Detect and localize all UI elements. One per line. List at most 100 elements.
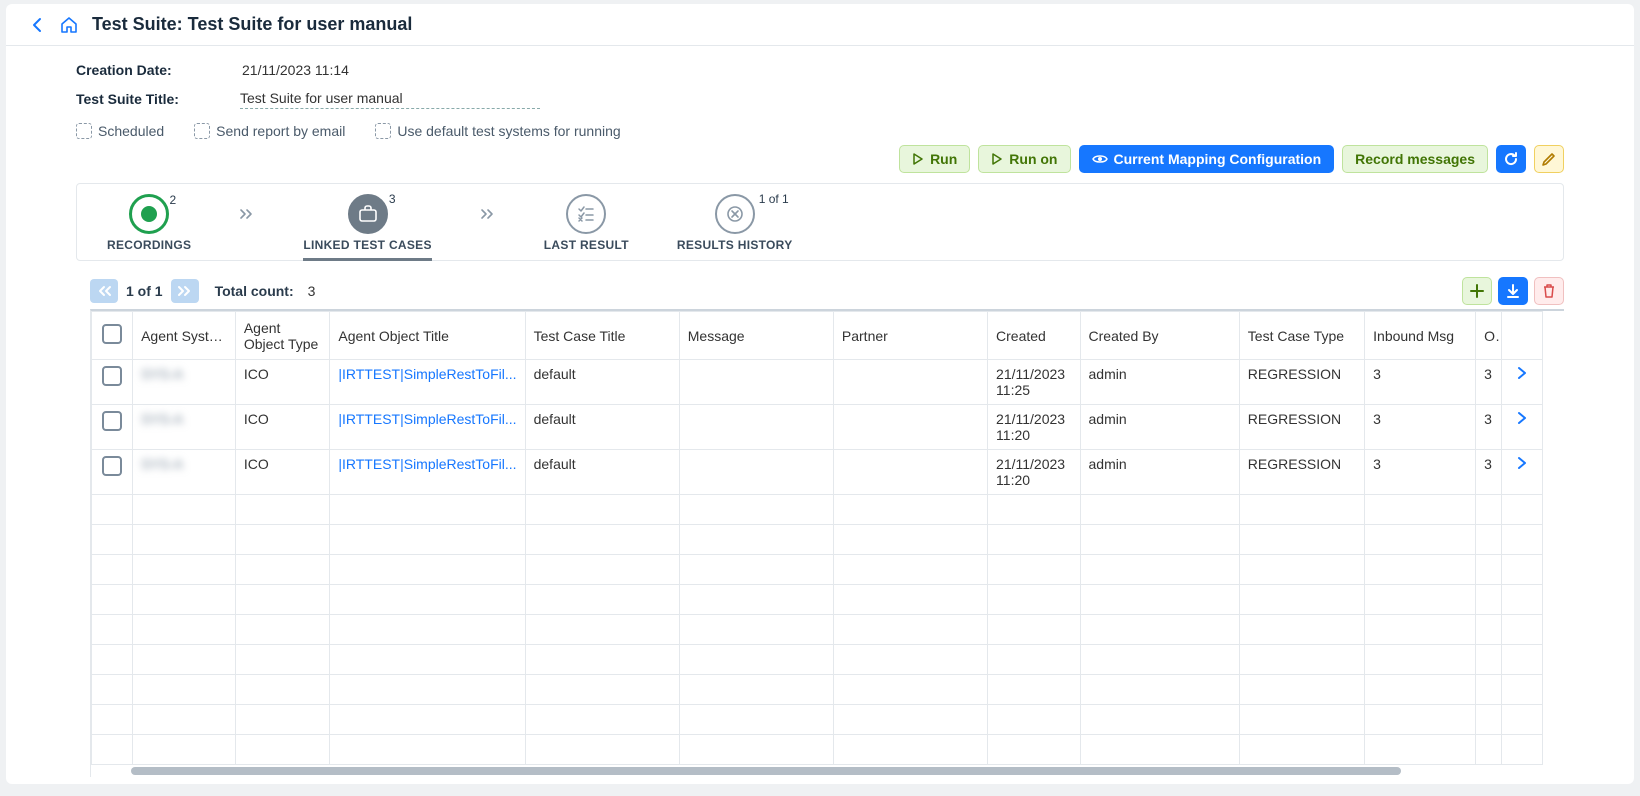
action-bar: Run Run on Current Mapping Configuration… xyxy=(6,145,1634,183)
cell-message xyxy=(679,405,833,450)
cell-agent-system: SYS-A xyxy=(133,450,236,495)
run-on-button[interactable]: Run on xyxy=(978,145,1070,173)
cell-inbound-msg: 3 xyxy=(1365,360,1476,405)
scrollbar-thumb[interactable] xyxy=(131,767,1401,775)
col-agent-object-type[interactable]: Agent Object Type xyxy=(235,312,330,360)
play-icon xyxy=(991,153,1003,165)
table-empty-row xyxy=(92,705,1543,735)
row-checkbox[interactable] xyxy=(102,411,122,431)
options-row: Scheduled Send report by email Use defau… xyxy=(76,123,1564,139)
tab-last-result-label: LAST RESULT xyxy=(544,238,629,252)
tab-last-result[interactable]: LAST RESULT xyxy=(544,194,629,258)
suite-title-input[interactable] xyxy=(240,88,540,109)
checklist-circle-icon xyxy=(566,194,606,234)
pencil-icon xyxy=(1541,151,1557,167)
data-grid: Agent System Agent Object Type Agent Obj… xyxy=(90,309,1564,777)
edit-button[interactable] xyxy=(1534,145,1564,173)
x-circle-icon xyxy=(726,205,744,223)
cell-created: 21/11/2023 11:20 xyxy=(988,405,1080,450)
horizontal-scrollbar[interactable] xyxy=(91,765,1564,777)
col-message[interactable]: Message xyxy=(679,312,833,360)
tab-separator xyxy=(480,194,496,234)
opt-send-report[interactable]: Send report by email xyxy=(194,123,345,139)
run-on-button-label: Run on xyxy=(1009,151,1057,167)
col-outbound[interactable]: O xyxy=(1476,312,1502,360)
col-inbound-msg[interactable]: Inbound Msg xyxy=(1365,312,1476,360)
opt-use-default[interactable]: Use default test systems for running xyxy=(375,123,620,139)
col-agent-object-title[interactable]: Agent Object Title xyxy=(330,312,525,360)
table-row[interactable]: SYS-AICO|IRTTEST|SimpleRestToFil...defau… xyxy=(92,360,1543,405)
creation-date-value: 21/11/2023 11:14 xyxy=(242,62,349,78)
col-created[interactable]: Created xyxy=(988,312,1080,360)
cell-created: 21/11/2023 11:25 xyxy=(988,360,1080,405)
mapping-button-label: Current Mapping Configuration xyxy=(1114,151,1322,167)
tab-linked-test-cases[interactable]: 3 LINKED TEST CASES xyxy=(303,194,431,261)
col-partner[interactable]: Partner xyxy=(833,312,987,360)
table-row[interactable]: SYS-AICO|IRTTEST|SimpleRestToFil...defau… xyxy=(92,450,1543,495)
col-checkbox xyxy=(92,312,133,360)
suite-title-label: Test Suite Title: xyxy=(76,91,216,107)
home-icon[interactable] xyxy=(60,16,78,34)
run-button[interactable]: Run xyxy=(899,145,970,173)
table-empty-row xyxy=(92,585,1543,615)
cell-created-by: admin xyxy=(1080,405,1239,450)
record-button-label: Record messages xyxy=(1355,151,1475,167)
pager-prev[interactable] xyxy=(90,279,118,303)
cell-created-by: admin xyxy=(1080,450,1239,495)
cell-agent-object-title[interactable]: |IRTTEST|SimpleRestToFil... xyxy=(330,450,525,495)
refresh-button[interactable] xyxy=(1496,145,1526,173)
checklist-icon xyxy=(576,205,596,223)
trash-icon xyxy=(1542,284,1556,298)
table-empty-row xyxy=(92,645,1543,675)
row-checkbox[interactable] xyxy=(102,366,122,386)
opt-scheduled-label: Scheduled xyxy=(98,123,164,139)
page-header: Test Suite: Test Suite for user manual xyxy=(6,4,1634,46)
double-chevron-icon xyxy=(239,208,255,220)
download-button[interactable] xyxy=(1498,277,1528,305)
total-count-label: Total count: xyxy=(215,283,294,299)
cell-agent-object-type: ICO xyxy=(235,405,330,450)
cancel-circle-icon: 1 of 1 xyxy=(715,194,755,234)
history-badge: 1 of 1 xyxy=(759,192,789,206)
expand-row[interactable] xyxy=(1501,450,1542,495)
col-created-by[interactable]: Created By xyxy=(1080,312,1239,360)
table-section: 1 of 1 Total count: 3 xyxy=(90,277,1564,784)
cell-agent-object-title[interactable]: |IRTTEST|SimpleRestToFil... xyxy=(330,405,525,450)
checkbox-icon xyxy=(194,123,210,139)
tab-results-history[interactable]: 1 of 1 RESULTS HISTORY xyxy=(677,194,793,258)
opt-use-default-label: Use default test systems for running xyxy=(397,123,620,139)
expand-row[interactable] xyxy=(1501,405,1542,450)
tab-linked-label: LINKED TEST CASES xyxy=(303,238,431,252)
cell-test-case-type: REGRESSION xyxy=(1239,360,1364,405)
mapping-button[interactable]: Current Mapping Configuration xyxy=(1079,145,1335,173)
cell-agent-object-title[interactable]: |IRTTEST|SimpleRestToFil... xyxy=(330,360,525,405)
pager-next[interactable] xyxy=(171,279,199,303)
row-checkbox[interactable] xyxy=(102,456,122,476)
app-container: Test Suite: Test Suite for user manual C… xyxy=(6,4,1634,784)
col-test-case-title[interactable]: Test Case Title xyxy=(525,312,679,360)
table-row[interactable]: SYS-AICO|IRTTEST|SimpleRestToFil...defau… xyxy=(92,405,1543,450)
cell-agent-object-type: ICO xyxy=(235,450,330,495)
back-icon[interactable] xyxy=(30,17,46,33)
cell-partner xyxy=(833,450,987,495)
delete-button[interactable] xyxy=(1534,277,1564,305)
cell-message xyxy=(679,360,833,405)
tab-recordings-label: RECORDINGS xyxy=(107,238,191,252)
opt-scheduled[interactable]: Scheduled xyxy=(76,123,164,139)
add-button[interactable] xyxy=(1462,277,1492,305)
cell-test-case-type: REGRESSION xyxy=(1239,450,1364,495)
tabs: 2 RECORDINGS 3 LINKED TEST CASES LAST RE… xyxy=(76,183,1564,261)
col-agent-system[interactable]: Agent System xyxy=(133,312,236,360)
record-button[interactable]: Record messages xyxy=(1342,145,1488,173)
eye-icon xyxy=(1092,153,1108,165)
select-all-checkbox[interactable] xyxy=(102,324,122,344)
table-empty-row xyxy=(92,555,1543,585)
tab-recordings[interactable]: 2 RECORDINGS xyxy=(107,194,191,258)
checkbox-icon xyxy=(76,123,92,139)
expand-row[interactable] xyxy=(1501,360,1542,405)
col-test-case-type[interactable]: Test Case Type xyxy=(1239,312,1364,360)
table-empty-row xyxy=(92,525,1543,555)
cell-partner xyxy=(833,405,987,450)
cell-inbound-msg: 3 xyxy=(1365,450,1476,495)
cell-message xyxy=(679,450,833,495)
